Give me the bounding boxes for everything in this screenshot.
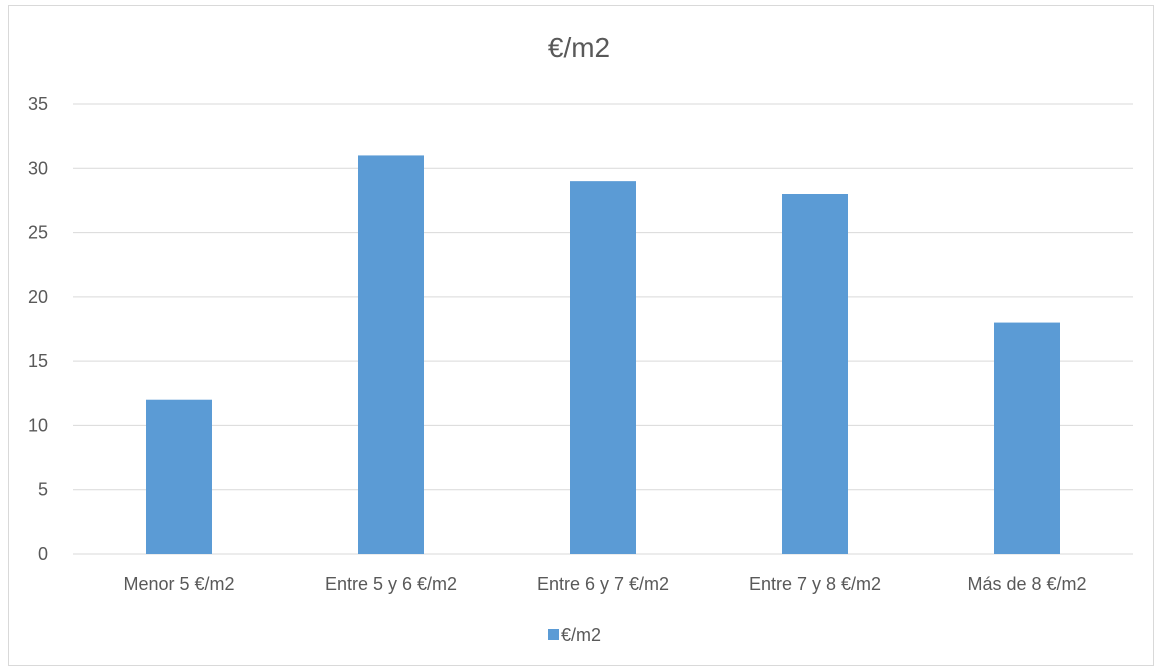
y-tick-label: 5 [38, 480, 48, 500]
bars [146, 155, 1060, 554]
x-tick-label: Entre 6 y 7 €/m2 [537, 574, 669, 594]
bar [782, 194, 848, 554]
x-tick-label: Más de 8 €/m2 [967, 574, 1086, 594]
y-tick-label: 35 [28, 94, 48, 114]
x-tick-label: Entre 5 y 6 €/m2 [325, 574, 457, 594]
bar [146, 399, 212, 554]
y-tick-label: 15 [28, 351, 48, 371]
bar [358, 155, 424, 554]
x-tick-label: Entre 7 y 8 €/m2 [749, 574, 881, 594]
chart-title: €/m2 [548, 32, 610, 63]
x-tick-label: Menor 5 €/m2 [123, 574, 234, 594]
bar [570, 181, 636, 554]
y-axis-ticks: 0 5 10 15 20 25 30 35 [28, 94, 48, 564]
legend-swatch [548, 629, 559, 640]
y-tick-label: 25 [28, 223, 48, 243]
y-tick-label: 0 [38, 544, 48, 564]
legend: €/m2 [548, 625, 601, 645]
y-tick-label: 30 [28, 158, 48, 178]
legend-label: €/m2 [561, 625, 601, 645]
y-tick-label: 20 [28, 287, 48, 307]
bar [994, 322, 1060, 554]
x-axis-ticks: Menor 5 €/m2 Entre 5 y 6 €/m2 Entre 6 y 7 … [123, 574, 1086, 594]
y-tick-label: 10 [28, 415, 48, 435]
